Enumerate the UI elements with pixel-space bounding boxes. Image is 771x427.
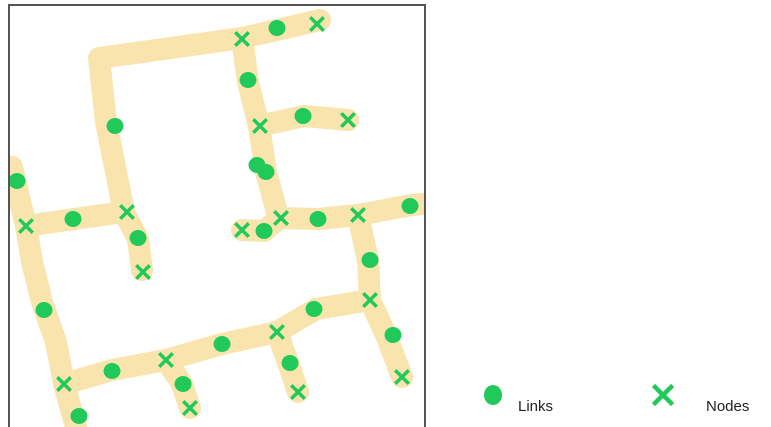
node-marker — [273, 210, 289, 226]
node-marker — [135, 264, 151, 280]
node-marker — [182, 400, 198, 416]
link-marker — [401, 198, 419, 214]
node-icon — [651, 383, 675, 407]
nodes-layer — [18, 16, 410, 416]
node-marker — [18, 218, 34, 234]
link-marker — [309, 211, 327, 227]
legend-links: Links — [478, 380, 588, 415]
legend-nodes-label: Nodes — [706, 398, 750, 415]
node-marker — [56, 376, 72, 392]
link-marker — [213, 336, 231, 352]
legend-nodes: Nodes — [648, 380, 771, 415]
link-marker — [305, 301, 323, 317]
link-marker — [10, 173, 26, 189]
link-marker — [174, 376, 192, 392]
road-network — [10, 9, 424, 427]
node-marker — [158, 352, 174, 368]
node-marker — [394, 369, 410, 385]
link-marker — [70, 408, 88, 424]
node-marker — [340, 112, 356, 128]
links-layer — [10, 20, 419, 424]
link-marker — [106, 118, 124, 134]
node-marker — [234, 222, 250, 238]
node-marker — [309, 16, 325, 32]
link-marker — [255, 223, 273, 239]
node-marker — [362, 292, 378, 308]
node-marker — [252, 118, 268, 134]
node-marker — [350, 207, 366, 223]
link-marker — [35, 302, 53, 318]
link-marker — [361, 252, 379, 268]
node-marker — [119, 204, 135, 220]
network-map-frame — [8, 4, 426, 427]
link-marker — [281, 355, 299, 371]
link-marker — [257, 164, 275, 180]
link-icon — [484, 385, 502, 405]
link-marker — [64, 211, 82, 227]
node-marker — [290, 384, 306, 400]
node-marker — [269, 324, 285, 340]
link-marker — [103, 363, 121, 379]
legend-links-label: Links — [518, 398, 554, 415]
link-marker — [239, 72, 257, 88]
link-marker — [129, 230, 147, 246]
node-marker — [234, 31, 250, 47]
link-marker — [384, 327, 402, 343]
link-marker — [268, 20, 286, 36]
link-marker — [294, 108, 312, 124]
